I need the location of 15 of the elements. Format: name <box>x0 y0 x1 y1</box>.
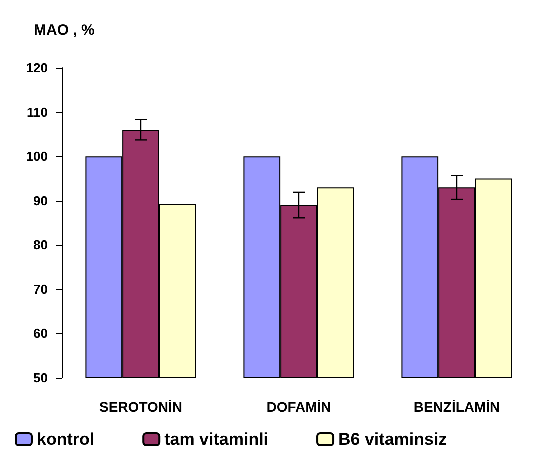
y-tick-label: 90 <box>34 193 48 208</box>
x-tick-label: SEROTONİN <box>100 399 182 415</box>
y-tick-label: 50 <box>34 370 48 386</box>
y-tick-label: 70 <box>34 282 48 297</box>
y-tick-label: 110 <box>27 104 48 120</box>
y-tick-label: 120 <box>26 60 48 76</box>
legend-label: kontrol <box>37 430 95 449</box>
x-tick-label: BENZİLAMİN <box>414 399 500 415</box>
y-tick-label: 60 <box>34 326 48 342</box>
y-tick-label: 100 <box>26 149 48 164</box>
legend-label: B6 vitaminsiz <box>338 430 448 449</box>
y-tick-label: 80 <box>34 238 48 253</box>
x-tick-label: DOFAMİN <box>266 399 332 415</box>
legend-label: tam vitaminli <box>164 430 269 449</box>
y-axis-title: MAO , % <box>34 22 95 39</box>
